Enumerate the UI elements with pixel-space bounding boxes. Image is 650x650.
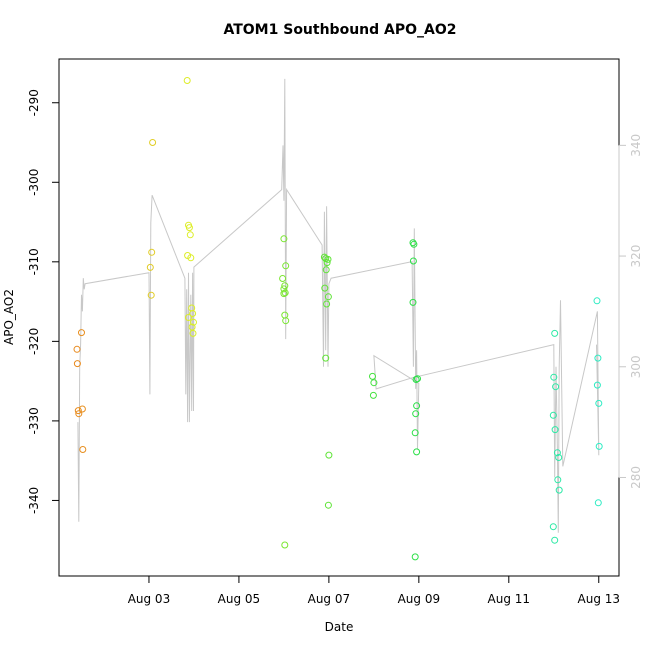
data-point (281, 311, 289, 319)
data-point (551, 329, 559, 337)
data-point (185, 314, 192, 321)
x-tick-label: Aug 11 (488, 592, 531, 606)
data-point (551, 536, 559, 544)
data-point (549, 523, 557, 531)
x-axis-label: Date (325, 620, 354, 634)
data-point (280, 235, 288, 243)
data-point (322, 354, 330, 362)
y-axis-right: 280 300 320 340 (618, 134, 643, 489)
y2-tick-label: 340 (629, 134, 643, 157)
y-tick-label: -340 (27, 487, 41, 514)
data-point (190, 318, 197, 326)
x-tick-label: Aug 03 (128, 592, 171, 606)
data-point (183, 77, 191, 84)
data-point (75, 410, 83, 418)
y-axis-label: APO_AO2 (2, 289, 16, 345)
data-point (185, 224, 193, 232)
data-point (594, 499, 602, 507)
y-tick-label: -320 (27, 328, 41, 355)
data-point (369, 372, 376, 380)
y2-tick-label: 280 (629, 466, 643, 489)
data-point (553, 449, 561, 457)
plot-frame (58, 58, 620, 577)
data-point (324, 293, 332, 301)
data-point (322, 266, 330, 274)
data-point (593, 297, 601, 305)
data-point (593, 381, 601, 389)
data-point (323, 300, 331, 308)
data-point (413, 402, 421, 410)
data-point (595, 399, 603, 407)
data-point (189, 329, 197, 337)
data-point (148, 248, 156, 256)
chart-title: ATOM1 Southbound APO_AO2 (223, 22, 456, 38)
data-point (412, 410, 420, 418)
data-point (280, 290, 288, 298)
y-tick-label: -300 (27, 169, 41, 196)
data-point (279, 275, 287, 282)
data-point (370, 379, 378, 387)
data-point (79, 446, 87, 453)
y2-tick-label: 320 (629, 245, 643, 268)
data-point (414, 375, 421, 383)
data-point (188, 323, 196, 331)
y-tick-label: -290 (27, 89, 41, 116)
y-tick-label: -330 (27, 407, 41, 434)
data-point (186, 231, 194, 239)
data-point (149, 139, 157, 146)
data-point (324, 501, 332, 509)
data-point (411, 553, 419, 561)
data-point (281, 289, 289, 297)
data-point-layer (73, 77, 603, 561)
x-tick-label: Aug 05 (218, 592, 261, 606)
y2-tick-label: 300 (629, 355, 643, 378)
data-point (282, 317, 290, 325)
data-point (410, 240, 418, 248)
data-point (147, 291, 155, 299)
x-tick-label: Aug 07 (308, 592, 351, 606)
data-point (280, 285, 288, 293)
secondary-trace-layer (77, 78, 600, 533)
data-point (320, 253, 328, 261)
data-point (323, 259, 331, 267)
data-point (321, 284, 329, 292)
data-point (551, 426, 559, 434)
x-tick-label: Aug 13 (578, 592, 621, 606)
data-point (413, 448, 421, 456)
data-point (594, 354, 602, 362)
data-point (411, 429, 419, 437)
data-point (409, 257, 417, 265)
data-point (187, 254, 195, 262)
data-point (595, 442, 603, 450)
secondary-trace-line (77, 78, 600, 533)
data-point (369, 391, 377, 399)
data-point (73, 360, 81, 368)
data-point (78, 329, 85, 337)
x-axis: Aug 03 Aug 05 Aug 07 Aug 09 Aug 11 Aug 13 (128, 575, 621, 606)
data-point (281, 541, 289, 549)
y-axis-left: -290 -300 -310 -320 -330 -340 (27, 89, 60, 514)
data-point (78, 405, 86, 413)
data-point (282, 262, 290, 270)
data-point (189, 310, 197, 317)
data-point (146, 263, 154, 271)
y-tick-label: -310 (27, 248, 41, 275)
data-point (554, 476, 562, 484)
data-point (552, 383, 560, 391)
data-point (73, 345, 81, 353)
data-point (325, 451, 333, 459)
data-point (412, 376, 420, 383)
data-point (281, 282, 289, 290)
data-point (324, 255, 332, 263)
data-point (550, 373, 558, 381)
data-point (555, 486, 563, 494)
data-point (549, 411, 557, 419)
data-point (555, 454, 563, 461)
data-point (409, 298, 417, 306)
data-point (74, 407, 82, 415)
x-tick-label: Aug 09 (398, 592, 441, 606)
